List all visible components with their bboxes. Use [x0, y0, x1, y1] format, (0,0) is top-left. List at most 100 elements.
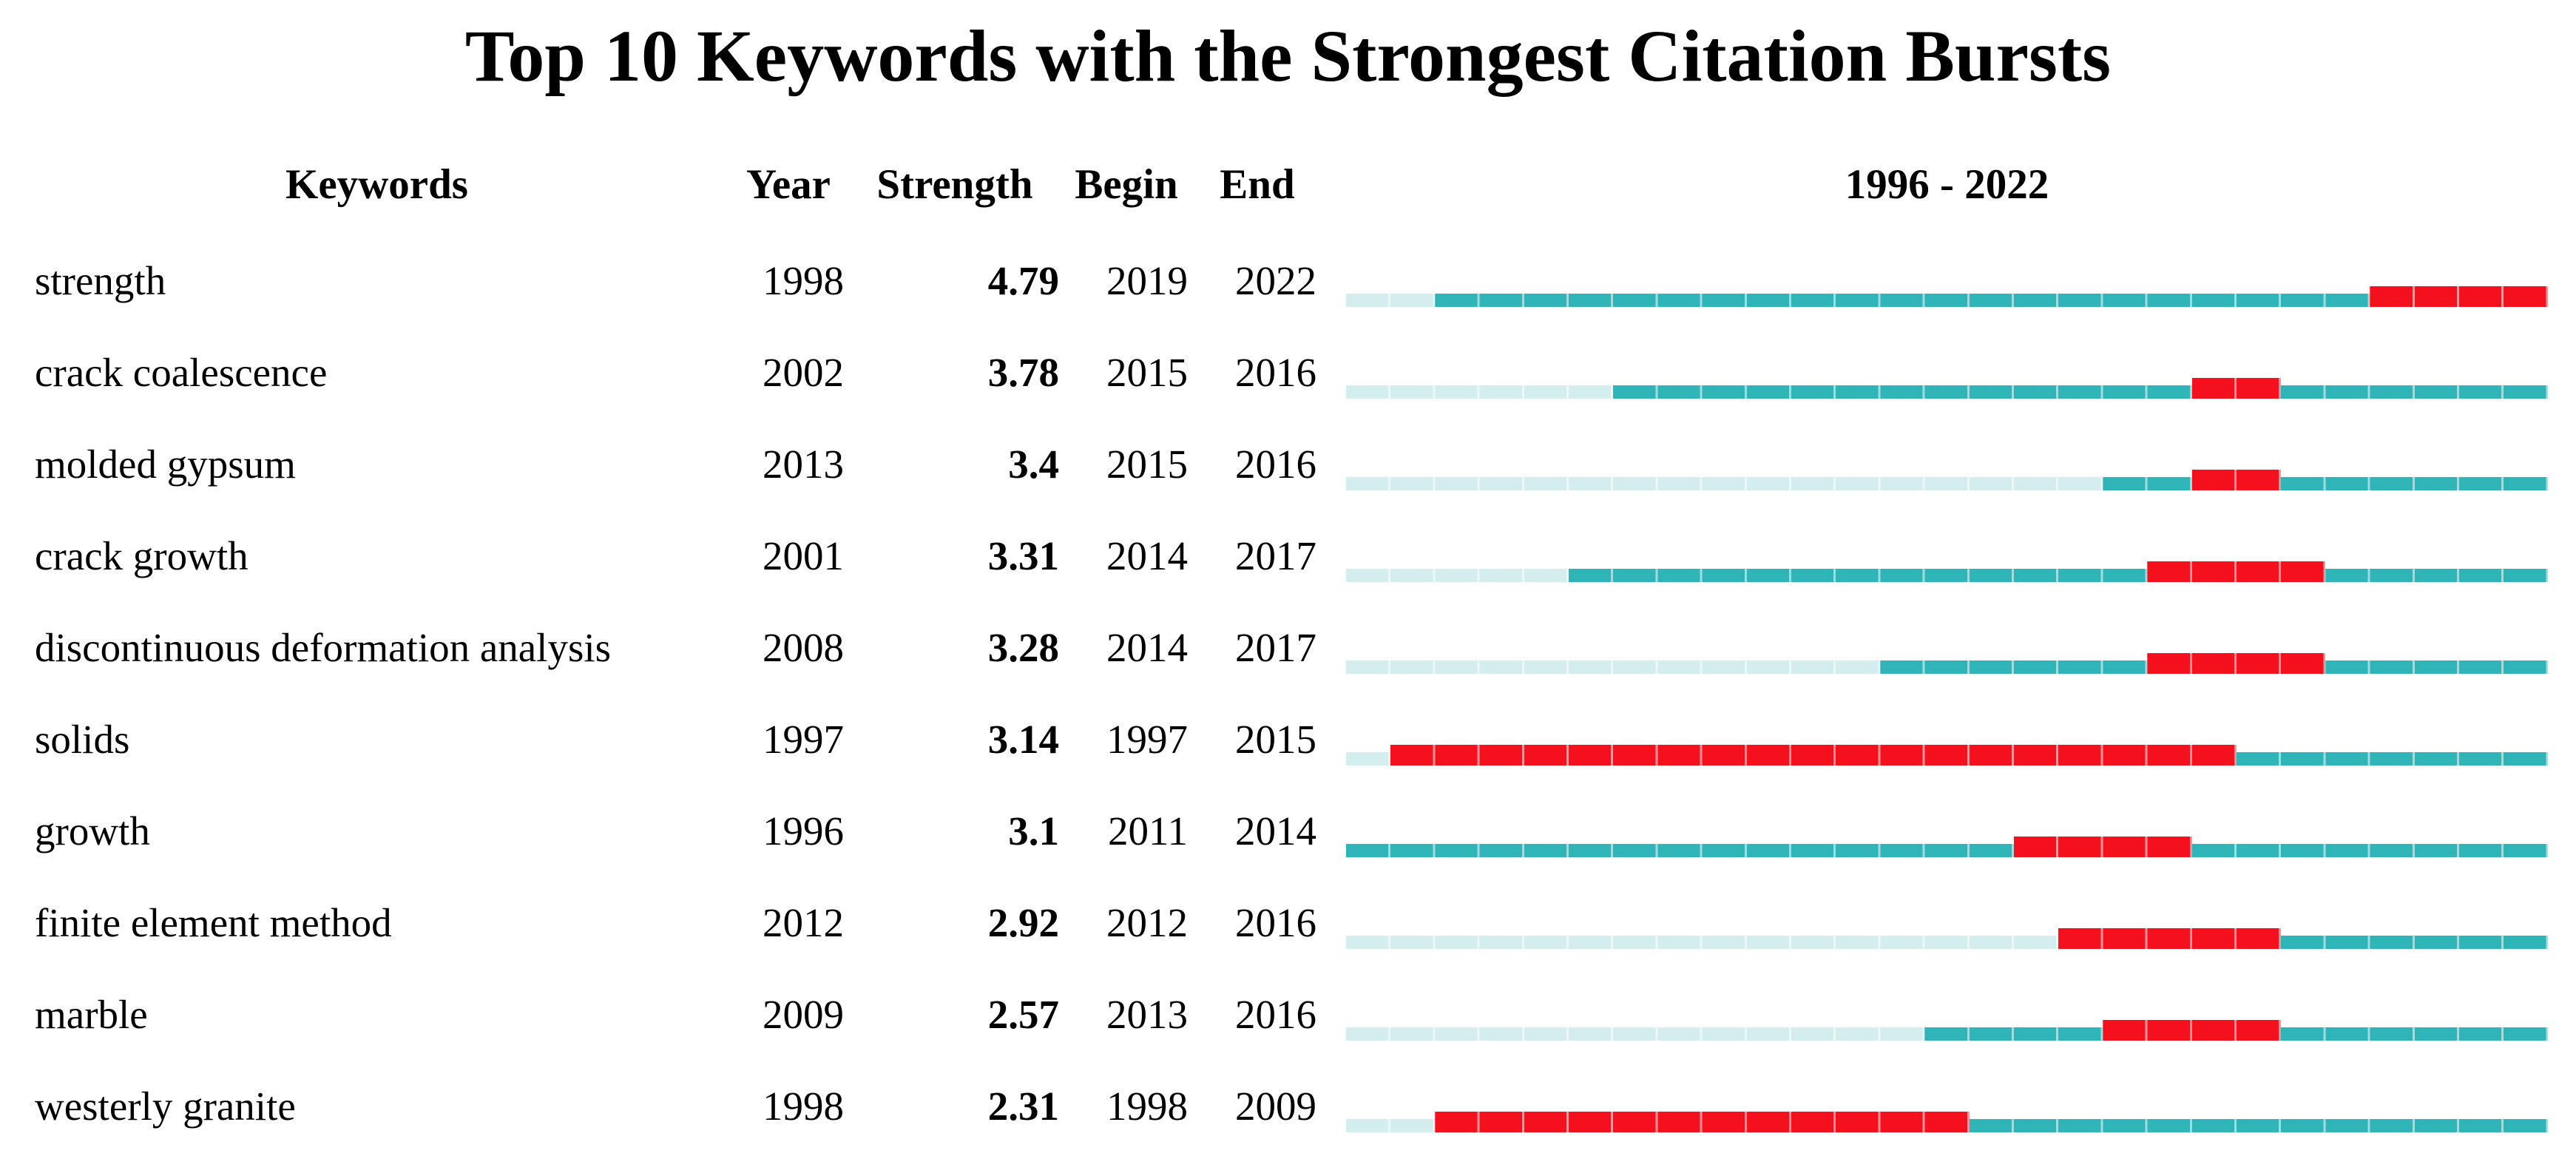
timeline-segment-active [2280, 385, 2548, 399]
end-cell: 2016 [1235, 350, 1316, 395]
keyword-cell: growth [35, 808, 150, 854]
timeline-segment-burst [2013, 837, 2192, 857]
strength-cell: 3.31 [987, 533, 1059, 578]
timeline-segment-active [1346, 844, 2014, 857]
keyword-cell: strength [35, 258, 166, 303]
strength-cell: 2.92 [987, 900, 1059, 945]
timeline-segment-burst [2370, 286, 2548, 307]
keyword-cell: crack growth [35, 533, 249, 578]
year-cell: 2012 [763, 900, 844, 945]
burst-timeline-bar [1346, 745, 2548, 766]
keyword-cell: finite element method [35, 900, 392, 945]
col-header-keywords: Keywords [285, 161, 468, 208]
keyword-cell: solids [35, 717, 130, 762]
timeline-segment-active [1613, 385, 2192, 399]
strength-cell: 2.31 [987, 1084, 1059, 1129]
begin-cell: 2014 [1106, 533, 1188, 578]
strength-cell: 2.57 [987, 992, 1059, 1037]
table-row: solids 1997 3.14 1997 2015 [0, 694, 2576, 785]
burst-timeline-bar [1346, 653, 2548, 674]
table-row: discontinuous deformation analysis 2008 … [0, 602, 2576, 694]
col-header-strength: Strength [876, 161, 1033, 208]
timeline-segment-pre [1346, 1119, 1436, 1132]
begin-cell: 2012 [1106, 900, 1188, 945]
strength-cell: 3.28 [987, 625, 1059, 670]
timeline-segment-active [1568, 569, 2148, 582]
burst-timeline-bar [1346, 837, 2548, 857]
end-cell: 2016 [1235, 992, 1316, 1037]
table-row: strength 1998 4.79 2019 2022 [0, 235, 2576, 327]
keyword-cell: crack coalescence [35, 350, 328, 395]
timeline-segment-active [2103, 477, 2192, 490]
timeline-segment-burst [2191, 378, 2281, 399]
chart-title: Top 10 Keywords with the Strongest Citat… [464, 15, 2112, 97]
begin-cell: 2015 [1106, 442, 1188, 487]
table-row: crack coalescence 2002 3.78 2015 2016 [0, 327, 2576, 419]
strength-cell: 3.14 [987, 717, 1059, 762]
end-cell: 2017 [1235, 533, 1316, 578]
begin-cell: 2015 [1106, 350, 1188, 395]
strength-cell: 3.4 [1008, 442, 1059, 487]
col-header-begin: Begin [1075, 161, 1178, 208]
end-cell: 2015 [1235, 717, 1316, 762]
timeline-segment-active [1880, 660, 2148, 674]
table-row: crack growth 2001 3.31 2014 2017 [0, 510, 2576, 602]
keyword-cell: discontinuous deformation analysis [35, 625, 612, 670]
end-cell: 2016 [1235, 900, 1316, 945]
timeline-segment-pre [1346, 385, 1614, 399]
table-row: westerly granite 1998 2.31 1998 2009 [0, 1061, 2576, 1152]
timeline-segment-pre [1346, 660, 1881, 674]
timeline-segment-pre [1346, 936, 2058, 949]
year-cell: 2008 [763, 625, 844, 670]
col-header-timeline-range: 1996 - 2022 [1845, 161, 2049, 208]
burst-timeline-bar [1346, 1112, 2548, 1132]
timeline-segment-active [2280, 936, 2548, 949]
begin-cell: 2014 [1106, 625, 1188, 670]
begin-cell: 1998 [1106, 1084, 1188, 1129]
timeline-segment-burst [2058, 928, 2281, 949]
year-cell: 2002 [763, 350, 844, 395]
column-header-row: Keywords Year Strength Begin End 1996 - … [0, 148, 2576, 222]
burst-timeline-bar [1346, 561, 2548, 582]
timeline-segment-active [1924, 1027, 2103, 1041]
timeline-segment-pre [1346, 294, 1436, 307]
timeline-segment-active [1969, 1119, 2548, 1132]
year-cell: 2009 [763, 992, 844, 1037]
timeline-segment-burst [1435, 1112, 1970, 1132]
burst-timeline-bar [1346, 378, 2548, 399]
timeline-segment-active [2280, 477, 2548, 490]
burst-timeline-bar [1346, 928, 2548, 949]
table-row: growth 1996 3.1 2011 2014 [0, 785, 2576, 877]
burst-timeline-bar [1346, 286, 2548, 307]
keyword-cell: molded gypsum [35, 442, 296, 487]
end-cell: 2017 [1235, 625, 1316, 670]
keyword-cell: marble [35, 992, 148, 1037]
year-cell: 2013 [763, 442, 844, 487]
timeline-segment-active [2191, 844, 2548, 857]
timeline-segment-active [1435, 294, 2370, 307]
end-cell: 2014 [1235, 808, 1316, 854]
year-cell: 2001 [763, 533, 844, 578]
timeline-segment-pre [1346, 477, 2103, 490]
strength-cell: 4.79 [987, 258, 1059, 303]
end-cell: 2009 [1235, 1084, 1316, 1129]
begin-cell: 2013 [1106, 992, 1188, 1037]
timeline-segment-pre [1346, 569, 1569, 582]
timeline-segment-burst [2147, 561, 2326, 582]
table-row: molded gypsum 2013 3.4 2015 2016 [0, 419, 2576, 510]
timeline-segment-active [2325, 569, 2548, 582]
end-cell: 2016 [1235, 442, 1316, 487]
timeline-segment-active [2325, 660, 2548, 674]
year-cell: 1998 [763, 258, 844, 303]
table-row: marble 2009 2.57 2013 2016 [0, 969, 2576, 1061]
begin-cell: 2011 [1108, 808, 1188, 854]
strength-cell: 3.1 [1008, 808, 1059, 854]
timeline-segment-burst [1390, 745, 2237, 766]
col-header-year: Year [746, 161, 831, 208]
timeline-segment-pre [1346, 1027, 1925, 1041]
table-row: finite element method 2012 2.92 2012 201… [0, 877, 2576, 969]
year-cell: 1996 [763, 808, 844, 854]
col-header-end: End [1220, 161, 1295, 208]
timeline-segment-active [2280, 1027, 2548, 1041]
